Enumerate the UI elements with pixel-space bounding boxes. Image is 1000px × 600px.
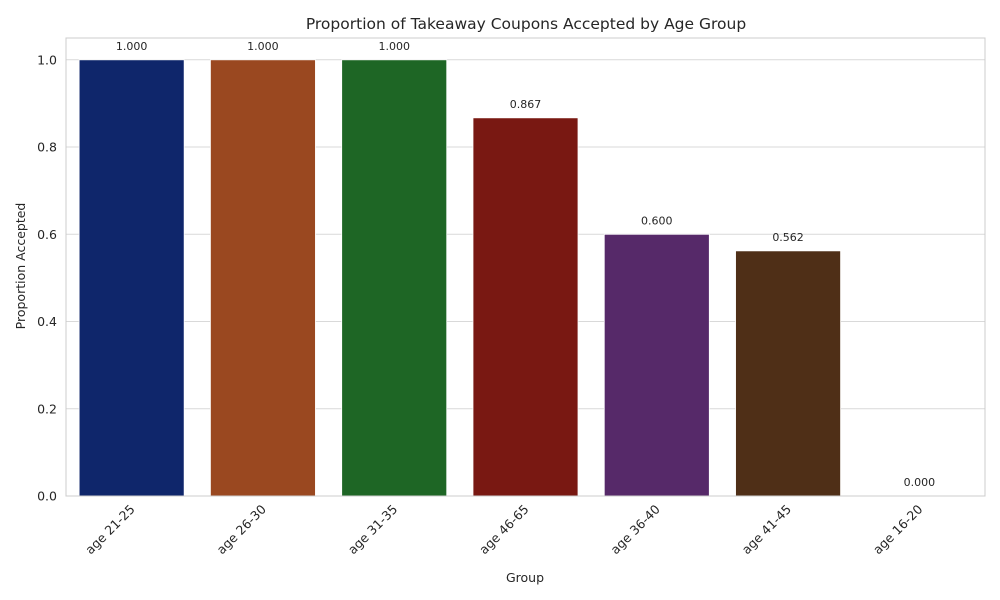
data-label: 0.562	[772, 231, 804, 244]
bar	[210, 59, 316, 497]
data-label: 0.600	[641, 214, 673, 227]
y-tick-label: 0.4	[37, 314, 57, 329]
bar	[603, 233, 710, 497]
chart-title: Proportion of Takeaway Coupons Accepted …	[306, 15, 746, 33]
bar	[78, 59, 185, 497]
data-labels: 1.000 1.000 1.000 0.867 0.600 0.562 0.000	[116, 40, 935, 489]
y-tick-label: 0.0	[37, 489, 57, 504]
bar	[341, 59, 448, 497]
bars	[78, 59, 841, 497]
y-tick-label: 0.6	[37, 227, 57, 242]
data-label: 1.000	[116, 40, 148, 53]
y-axis-label: Proportion Accepted	[13, 203, 28, 330]
y-tick-label: 0.8	[37, 140, 57, 155]
y-tick-label: 0.2	[37, 401, 57, 416]
data-label: 0.867	[510, 98, 542, 111]
y-tick-labels: 0.0 0.2 0.4 0.6 0.8 1.0	[37, 52, 57, 503]
bar	[472, 117, 579, 497]
bar	[735, 250, 841, 497]
plot-frame	[65, 37, 986, 497]
y-tick-label: 1.0	[37, 52, 57, 67]
data-label: 1.000	[378, 40, 410, 53]
x-axis-label: Group	[506, 570, 544, 585]
data-label: 1.000	[247, 40, 279, 53]
data-label: 0.000	[904, 476, 936, 489]
